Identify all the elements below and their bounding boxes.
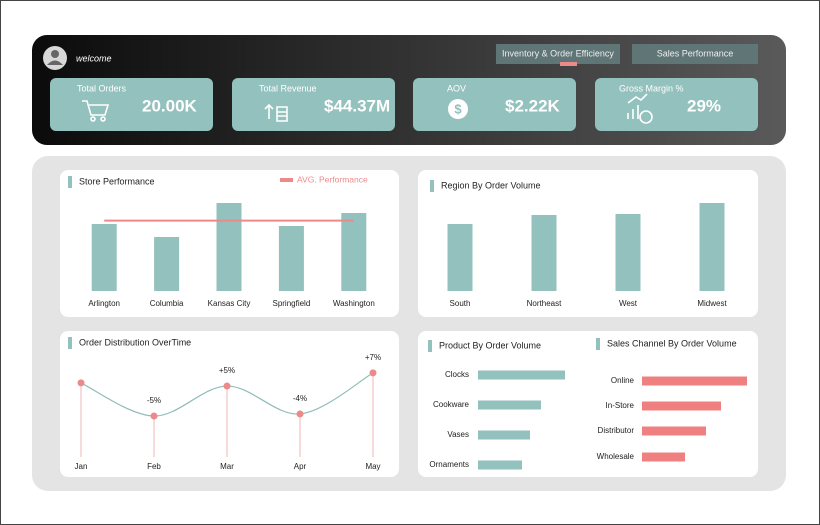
point xyxy=(77,379,85,387)
bar xyxy=(341,213,367,291)
bar xyxy=(642,426,706,436)
chart-title: Product By Order Volume xyxy=(439,340,541,350)
bar xyxy=(478,370,565,380)
kpi-card xyxy=(595,78,758,131)
x-tick-label: Jan xyxy=(75,462,88,471)
revenue-icon xyxy=(264,103,288,122)
kpi-value: $2.22K xyxy=(505,96,561,115)
chart-title: Order Distribution OverTime xyxy=(79,337,191,347)
x-tick-label: Arlington xyxy=(88,299,120,308)
tab-label[interactable]: Inventory & Order Efficiency xyxy=(502,48,614,58)
chart-title: Region By Order Volume xyxy=(441,180,541,190)
x-tick-label: Columbia xyxy=(150,299,184,308)
chart-card xyxy=(418,331,758,477)
y-tick-label: Clocks xyxy=(445,370,469,379)
cart-icon xyxy=(82,100,110,116)
bar xyxy=(642,376,747,386)
kpi-value: 29% xyxy=(687,96,721,115)
bar xyxy=(91,224,117,291)
title-marker xyxy=(68,337,72,349)
kpi-title: AOV xyxy=(447,83,466,93)
kpi-value: $44.37M xyxy=(324,96,390,115)
bar xyxy=(278,226,304,291)
kpi-title: Total Orders xyxy=(77,83,127,93)
kpi-title: Gross Margin % xyxy=(619,83,684,93)
bar xyxy=(699,203,725,291)
chart-title: Store Performance xyxy=(79,176,155,186)
x-tick-label: Apr xyxy=(294,462,307,471)
x-tick-label: Washington xyxy=(333,299,375,308)
bar xyxy=(615,214,641,291)
x-tick-label: South xyxy=(450,299,471,308)
x-tick-label: Northeast xyxy=(527,299,562,308)
cart-wheel xyxy=(100,116,106,122)
bar xyxy=(478,400,541,410)
bar xyxy=(642,401,721,411)
bar xyxy=(642,452,685,462)
change-label: -5% xyxy=(147,396,161,405)
x-tick-label: Kansas City xyxy=(208,299,251,308)
x-tick-label: Mar xyxy=(220,462,234,471)
bar xyxy=(478,430,530,440)
bar xyxy=(478,460,522,470)
change-label: +7% xyxy=(365,353,381,362)
y-tick-label: Vases xyxy=(447,430,469,439)
x-tick-label: West xyxy=(619,299,638,308)
bar xyxy=(154,237,180,291)
bar xyxy=(531,215,557,291)
change-label: -4% xyxy=(293,394,307,403)
y-tick-label: Cookware xyxy=(433,400,470,409)
y-tick-label: In-Store xyxy=(606,401,635,410)
x-tick-label: Springfield xyxy=(272,299,310,308)
kpi-title: Total Revenue xyxy=(259,83,317,93)
kpi-value: 20.00K xyxy=(142,96,198,115)
kpi-card xyxy=(232,78,395,131)
change-label: +5% xyxy=(219,366,235,375)
y-tick-label: Ornaments xyxy=(429,460,469,469)
legend-swatch xyxy=(280,178,293,182)
x-tick-label: Midwest xyxy=(697,299,727,308)
y-tick-label: Wholesale xyxy=(597,452,635,461)
aov-icon xyxy=(448,99,468,119)
welcome: welcome xyxy=(76,53,112,63)
x-tick-label: Feb xyxy=(147,462,161,471)
point xyxy=(369,369,377,377)
legend-label: AVG. Performance xyxy=(297,174,368,184)
y-tick-label: Online xyxy=(611,376,635,385)
tab-label[interactable]: Sales Performance xyxy=(657,48,734,58)
tab[interactable] xyxy=(632,44,758,64)
point xyxy=(296,410,304,418)
tab-indicator xyxy=(560,62,577,66)
aov-glyph: $ xyxy=(454,101,462,116)
chart-title: Sales Channel By Order Volume xyxy=(607,338,737,348)
bar xyxy=(216,203,242,291)
avatar-head xyxy=(51,50,59,58)
margin-badge xyxy=(639,110,653,124)
x-tick-label: May xyxy=(365,462,380,471)
bar xyxy=(447,224,473,291)
cart-wheel xyxy=(90,116,96,122)
y-tick-label: Distributor xyxy=(598,426,635,435)
avatar-body xyxy=(47,60,63,65)
chart-card xyxy=(418,170,758,317)
title-marker xyxy=(596,338,600,350)
margin-icon xyxy=(627,93,648,119)
point xyxy=(150,412,158,420)
chart-card xyxy=(60,331,399,477)
title-marker xyxy=(68,176,72,188)
point xyxy=(223,382,231,390)
tab[interactable] xyxy=(496,44,620,64)
title-marker xyxy=(430,180,434,192)
title-marker xyxy=(428,340,432,352)
